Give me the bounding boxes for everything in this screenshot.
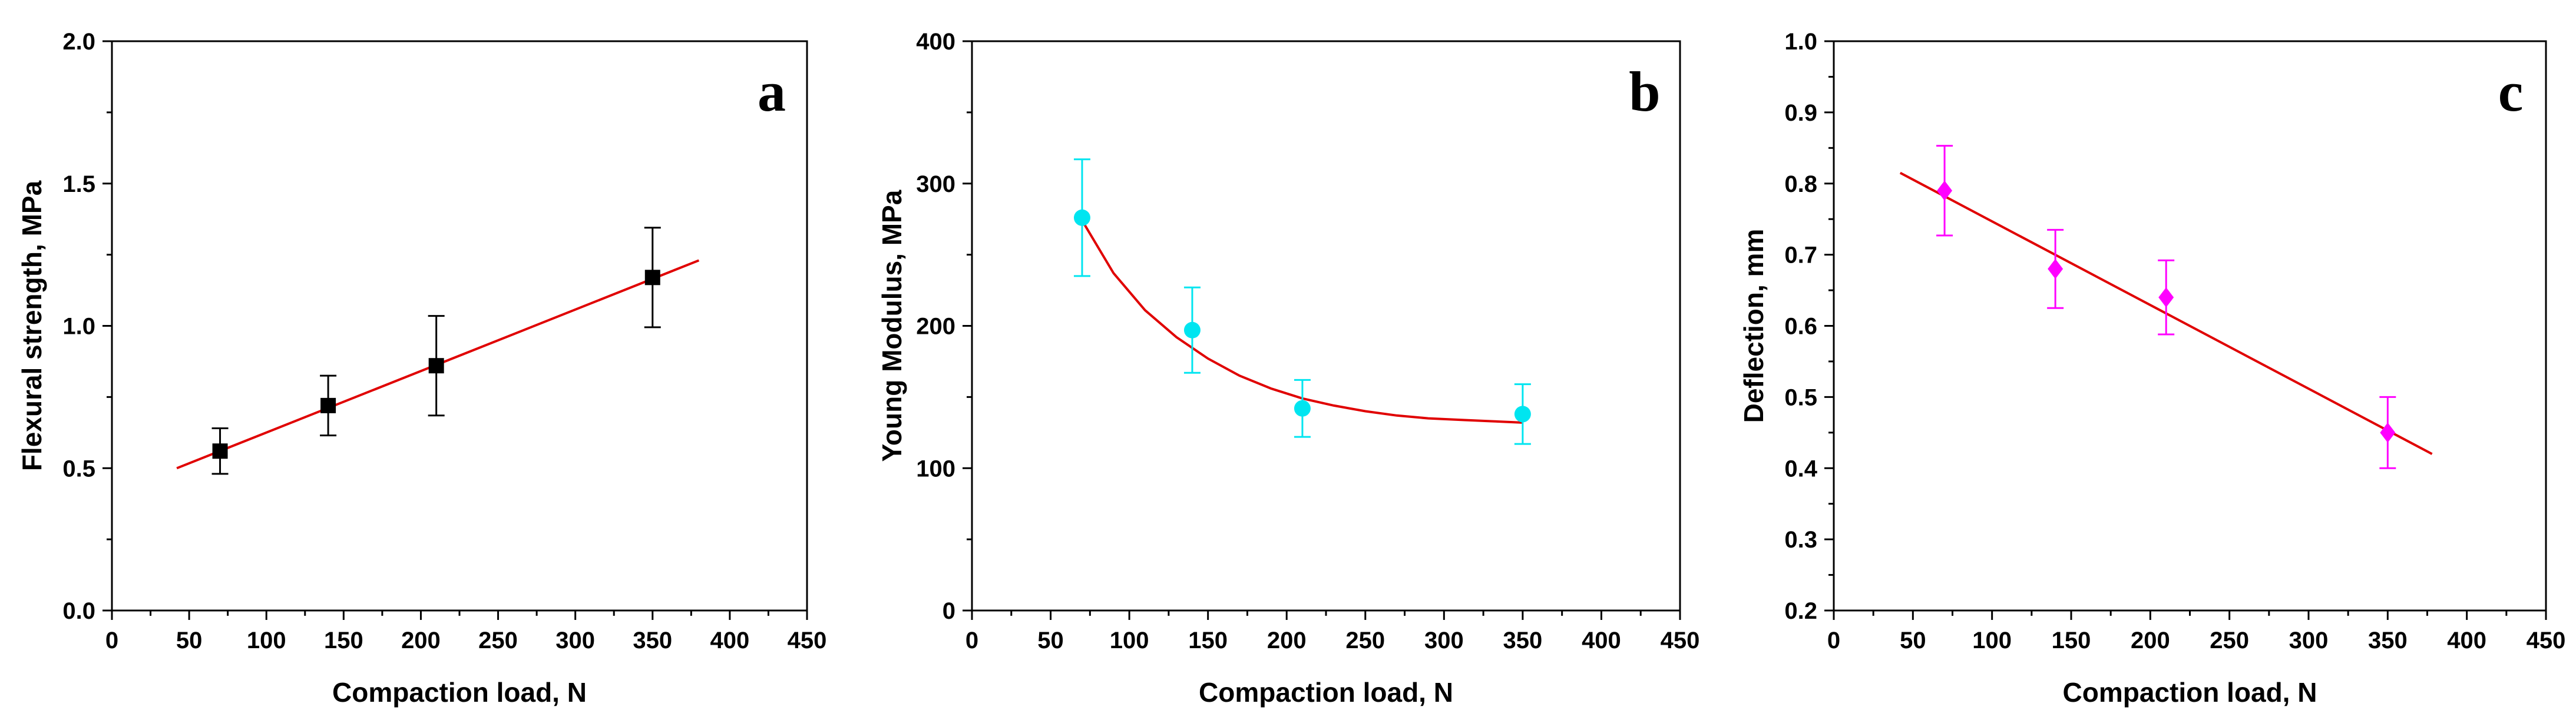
x-tick-label: 0 <box>965 628 978 653</box>
y-tick-label: 0.6 <box>1784 314 1817 340</box>
chart-panel-c: 0 50 100 150 200 250 300 350 400 450 0.2 0.3 0.4 0.5 0… <box>1738 29 2565 708</box>
data-point <box>1073 209 1090 226</box>
x-tick-label: 50 <box>1900 628 1926 653</box>
y-tick-label: 0.8 <box>1784 171 1817 197</box>
x-tick-label: 250 <box>1345 628 1385 653</box>
chart-panel-a: 0 50 100 150 200 250 300 350 400 450 0.0 0.5 1.0 1.5 2… <box>16 29 826 708</box>
data-point <box>212 443 228 459</box>
y-tick-label: 1.0 <box>1784 29 1817 55</box>
x-tick-label: 250 <box>478 628 518 653</box>
y-tick-label: 1.5 <box>62 171 95 197</box>
x-tick-label: 250 <box>2210 628 2249 653</box>
y-tick-label: 0.4 <box>1784 456 1817 482</box>
x-tick-label: 100 <box>1972 628 2012 653</box>
data-point <box>1294 400 1311 417</box>
x-tick-label: 350 <box>1503 628 1543 653</box>
y-tick-label: 0.9 <box>1784 100 1817 126</box>
x-tick-label: 100 <box>1110 628 1149 653</box>
y-tick-label: 0.5 <box>62 456 95 482</box>
x-tick-label: 0 <box>1827 628 1840 653</box>
x-tick-label: 0 <box>105 628 118 653</box>
x-tick-label: 150 <box>1188 628 1228 653</box>
y-tick-label: 0.7 <box>1784 243 1817 268</box>
y-tick-label: 200 <box>916 314 955 340</box>
data-point <box>320 397 336 413</box>
x-tick-label: 200 <box>1267 628 1307 653</box>
panel-letter: b <box>1629 60 1660 123</box>
y-tick-label: 0.2 <box>1784 598 1817 624</box>
data-point <box>428 358 444 374</box>
x-tick-label: 300 <box>2289 628 2329 653</box>
x-tick-label: 150 <box>2052 628 2091 653</box>
y-tick-label: 0.0 <box>62 598 95 624</box>
panel-letter: a <box>758 60 786 123</box>
x-tick-label: 400 <box>710 628 750 653</box>
y-tick-label: 300 <box>916 171 955 197</box>
x-tick-label: 300 <box>555 628 595 653</box>
x-tick-label: 350 <box>2368 628 2408 653</box>
data-point <box>1514 406 1531 423</box>
y-tick-label: 400 <box>916 29 955 55</box>
y-tick-label: 0.3 <box>1784 527 1817 553</box>
y-axis-title: Young Modulus, MPa <box>877 190 907 462</box>
y-tick-label: 0 <box>943 598 955 624</box>
x-tick-label: 50 <box>176 628 203 653</box>
data-point <box>1937 180 1953 201</box>
chart-panel-b: 0 50 100 150 200 250 300 350 400 450 0 100 200 300 400… <box>877 29 1699 708</box>
x-tick-label: 350 <box>633 628 672 653</box>
x-tick-label: 450 <box>2527 628 2566 653</box>
y-axis-title: Flexural strength, MPa <box>16 180 47 471</box>
x-tick-label: 100 <box>247 628 286 653</box>
y-tick-label: 2.0 <box>62 29 95 55</box>
x-tick-label: 200 <box>2131 628 2170 653</box>
x-tick-label: 400 <box>2447 628 2486 653</box>
y-tick-label: 0.5 <box>1784 384 1817 410</box>
x-tick-label: 450 <box>788 628 827 653</box>
x-tick-label: 450 <box>1661 628 1700 653</box>
plot-frame <box>971 40 1681 612</box>
x-tick-label: 50 <box>1037 628 1064 653</box>
plot-frame <box>111 40 808 612</box>
x-axis-title: Compaction load, N <box>1199 677 1453 708</box>
x-axis-title: Compaction load, N <box>332 677 587 708</box>
x-tick-label: 400 <box>1582 628 1621 653</box>
data-point <box>2158 287 2174 308</box>
data-point <box>1183 321 1201 339</box>
x-axis-title: Compaction load, N <box>2063 677 2317 708</box>
x-tick-label: 300 <box>1424 628 1464 653</box>
data-point <box>2380 422 2396 443</box>
y-tick-label: 100 <box>916 456 955 482</box>
panel-letter: c <box>2498 60 2524 123</box>
data-point <box>644 270 660 286</box>
y-tick-label: 1.0 <box>62 314 95 340</box>
x-tick-label: 150 <box>324 628 363 653</box>
data-point <box>2048 258 2064 279</box>
y-axis-title: Deflection, mm <box>1738 229 1769 423</box>
x-tick-label: 200 <box>401 628 441 653</box>
